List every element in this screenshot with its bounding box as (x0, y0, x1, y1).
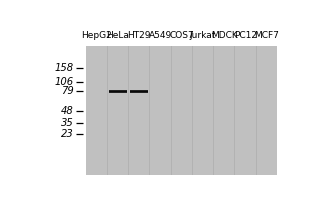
Bar (130, 90, 148, 93)
Text: 35: 35 (61, 118, 74, 128)
Bar (257, 46, 277, 175)
Bar (86, 46, 277, 175)
Text: PC12: PC12 (234, 31, 257, 40)
Bar (193, 46, 213, 175)
Text: 79: 79 (61, 86, 74, 96)
Bar (86, 46, 107, 175)
Text: MCF7: MCF7 (254, 31, 279, 40)
Text: COS7: COS7 (169, 31, 194, 40)
Text: MDCK: MDCK (211, 31, 238, 40)
Text: Jurkat: Jurkat (190, 31, 216, 40)
Bar (130, 91, 148, 92)
Text: A549: A549 (149, 31, 172, 40)
Text: HepG2: HepG2 (81, 31, 112, 40)
Text: 106: 106 (55, 77, 74, 87)
Bar (129, 46, 149, 175)
Bar (214, 46, 234, 175)
Text: 48: 48 (61, 106, 74, 116)
Bar (235, 46, 256, 175)
Text: HT29: HT29 (127, 31, 151, 40)
Bar (108, 46, 128, 175)
Bar (150, 46, 170, 175)
Bar (109, 90, 127, 93)
Bar (109, 91, 127, 92)
Bar (172, 46, 192, 175)
Text: 158: 158 (55, 63, 74, 73)
Text: HeLa: HeLa (106, 31, 129, 40)
Text: 23: 23 (61, 129, 74, 139)
